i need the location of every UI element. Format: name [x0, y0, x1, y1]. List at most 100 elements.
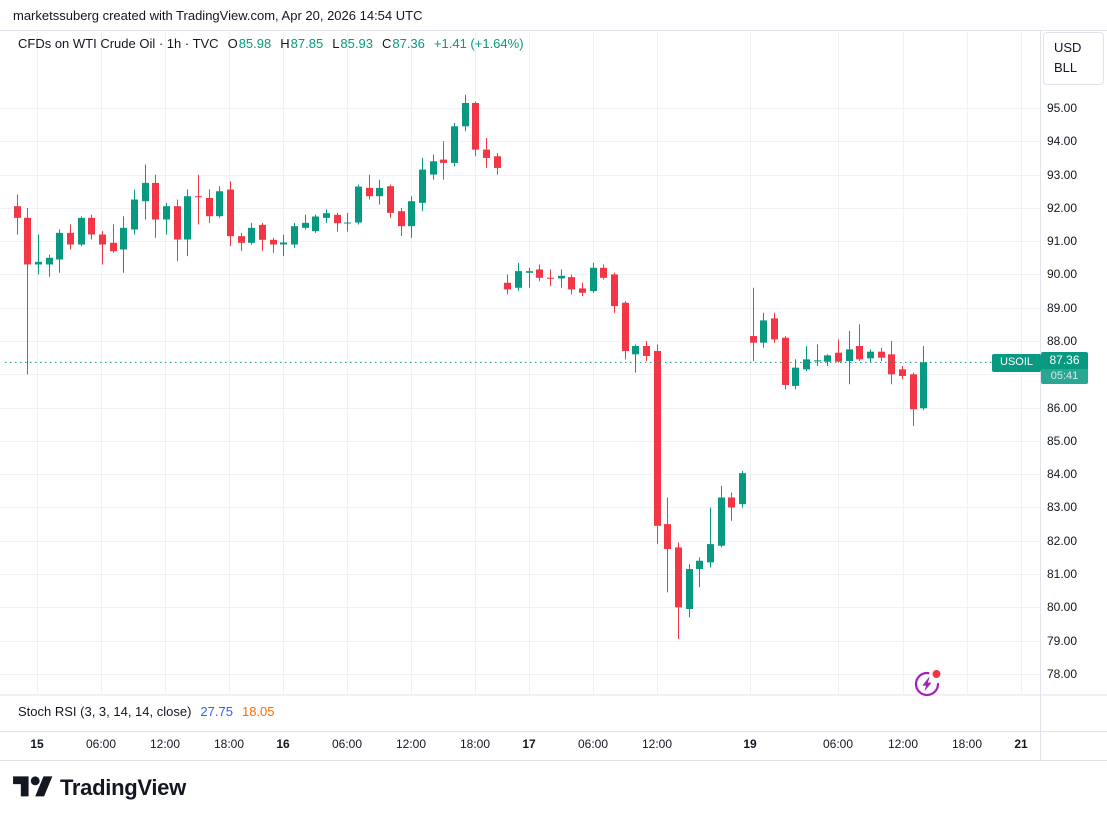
price-tick-label: 92.00 [1047, 200, 1078, 215]
candle-up [419, 169, 426, 203]
time-axis-label: 17 [522, 737, 536, 751]
time-axis-label: 12:00 [149, 737, 181, 751]
time-axis-label: 18:00 [213, 737, 245, 751]
price-tick-label: 80.00 [1047, 599, 1078, 614]
currency-unit-selector[interactable]: USD BLL [1043, 32, 1104, 85]
tradingview-wordmark: TradingView [60, 775, 186, 800]
indicator-k-value: 27.75 [200, 704, 233, 719]
candle-down [14, 206, 21, 218]
candle-down [654, 351, 661, 526]
candle-up [430, 161, 437, 175]
time-axis-label: 06:00 [577, 737, 609, 751]
candle-up [248, 227, 255, 243]
candle-up [739, 473, 746, 505]
candle-up [558, 275, 565, 279]
candle-down [387, 186, 394, 213]
candle-up [632, 346, 639, 355]
last-price-axis-label: 87.36 05:41 [1041, 352, 1088, 384]
candle-down [536, 269, 543, 278]
candle-down [206, 197, 213, 217]
candle-down [611, 274, 618, 307]
candle-down [622, 302, 629, 352]
candle-down [67, 232, 74, 245]
candle-down [195, 196, 202, 198]
price-tick-label: 89.00 [1047, 300, 1078, 315]
candlestick-chart-canvas[interactable] [0, 0, 1107, 761]
candle-down [24, 217, 31, 265]
time-axis-label: 06:00 [822, 737, 854, 751]
candle-up [323, 213, 330, 218]
candle-up [760, 320, 767, 343]
candle-down [270, 239, 277, 245]
time-axis-label: 19 [743, 737, 757, 751]
last-price-value: 87.36 [1049, 353, 1080, 367]
price-tick-label: 94.00 [1047, 133, 1078, 148]
candle-down [152, 182, 159, 220]
candle-up [718, 497, 725, 546]
indicator-legend: Stoch RSI (3, 3, 14, 14, close) 27.75 18… [18, 704, 275, 719]
candle-down [579, 288, 586, 293]
candle-up [707, 544, 714, 563]
unit-label[interactable]: BLL [1054, 60, 1078, 75]
attribution-text: marketssuberg created with TradingView.c… [13, 8, 423, 23]
candle-down [366, 187, 373, 197]
candle-down [771, 318, 778, 340]
time-axis-label: 21 [1014, 737, 1028, 751]
price-tick-label: 93.00 [1047, 167, 1078, 182]
candle-down [494, 156, 501, 168]
candle-up [824, 355, 831, 362]
candle-down [472, 103, 479, 150]
time-axis-label: 06:00 [331, 737, 363, 751]
price-tick-label: 83.00 [1047, 499, 1078, 514]
candle-up [462, 103, 469, 127]
indicator-d-value: 18.05 [241, 704, 275, 719]
candle-up [376, 187, 383, 197]
candle-up [803, 359, 810, 370]
ohlc-open: O 85.98 [227, 36, 272, 51]
time-axis-label: 12:00 [887, 737, 919, 751]
time-axis-label: 18:00 [951, 737, 983, 751]
time-axis-label: 16 [276, 737, 290, 751]
bar-countdown: 05:41 [1041, 369, 1088, 384]
candle-up [526, 271, 533, 273]
candle-down [878, 351, 885, 358]
candle-up [696, 560, 703, 570]
price-tick-label: 86.00 [1047, 400, 1078, 415]
candle-down [238, 236, 245, 243]
price-tick-label: 82.00 [1047, 533, 1078, 548]
candle-up [46, 257, 53, 265]
candle-up [814, 360, 821, 362]
candle-up [56, 232, 63, 260]
currency-label[interactable]: USD [1054, 40, 1082, 55]
alert-dot [932, 670, 941, 678]
candle-down [568, 277, 575, 290]
symbol-title[interactable]: CFDs on WTI Crude Oil · 1h · TVC [18, 36, 219, 51]
candle-down [728, 497, 735, 508]
candle-up [344, 222, 351, 224]
time-axis-label: 06:00 [85, 737, 117, 751]
tradingview-logomark [13, 776, 53, 797]
candle-up [867, 351, 874, 359]
price-tick-label: 84.00 [1047, 466, 1078, 481]
candle-up [451, 126, 458, 163]
candle-up [846, 349, 853, 362]
candle-up [312, 216, 319, 232]
candle-up [184, 196, 191, 240]
candle-up [302, 222, 309, 228]
price-tick-label: 85.00 [1047, 433, 1078, 448]
candle-up [515, 271, 522, 288]
candle-down [643, 346, 650, 357]
candle-down [835, 352, 842, 362]
flash-ideas-button[interactable] [911, 667, 943, 699]
candle-up [792, 367, 799, 386]
candle-down [910, 374, 917, 410]
symbol-legend: CFDs on WTI Crude Oil · 1h · TVC O 85.98 … [18, 36, 524, 51]
price-line-symbol-badge: USOIL [992, 354, 1042, 372]
time-axis-label: 12:00 [641, 737, 673, 751]
price-tick-label: 78.00 [1047, 666, 1078, 681]
price-tick-label: 81.00 [1047, 566, 1078, 581]
candle-up [120, 227, 127, 250]
indicator-title[interactable]: Stoch RSI (3, 3, 14, 14, close) [18, 704, 192, 719]
candle-down [547, 277, 554, 279]
tradingview-logo[interactable]: TradingView [13, 772, 186, 803]
